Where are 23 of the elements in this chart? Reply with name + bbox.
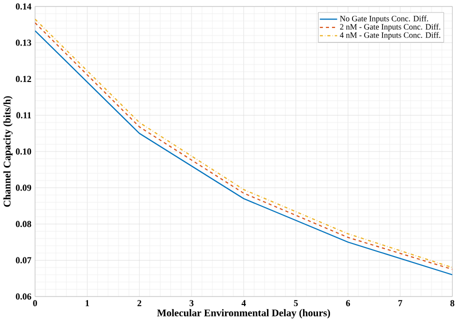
legend-label: 4 nM - Gate Inputs Conc. Diff. [340,32,440,40]
y-tick-label: 0.10 [16,148,32,155]
x-tick-label: 7 [398,300,402,306]
y-tick-label: 0.14 [16,3,32,10]
y-axis-title: Channel Capacity (bits/h) [3,96,13,207]
legend-label: No Gate Inputs Conc. Diff. [340,16,428,24]
y-tick-label: 0.11 [16,112,32,118]
y-tick-label: 0.12 [16,76,32,82]
x-tick-label: 6 [346,300,350,306]
y-tick-label: 0.08 [16,221,32,228]
x-tick-label: 1 [86,300,90,306]
x-tick-label: 2 [137,300,142,306]
legend-label: 2 nM - Gate Inputs Conc. Diff. [340,24,440,32]
x-tick-label: 0 [33,300,37,306]
y-tick-label: 0.07 [16,257,32,264]
x-tick-label: 8 [450,300,454,306]
y-tick-label: 0.13 [16,40,32,46]
y-tick-label: 0.09 [16,184,32,191]
x-tick-label: 3 [190,300,194,306]
y-tick-label: 0.06 [16,294,32,300]
x-tick-label: 4 [242,300,246,306]
x-axis-title: Molecular Environmental Delay (hours) [157,309,330,319]
x-tick-label: 5 [294,300,298,306]
